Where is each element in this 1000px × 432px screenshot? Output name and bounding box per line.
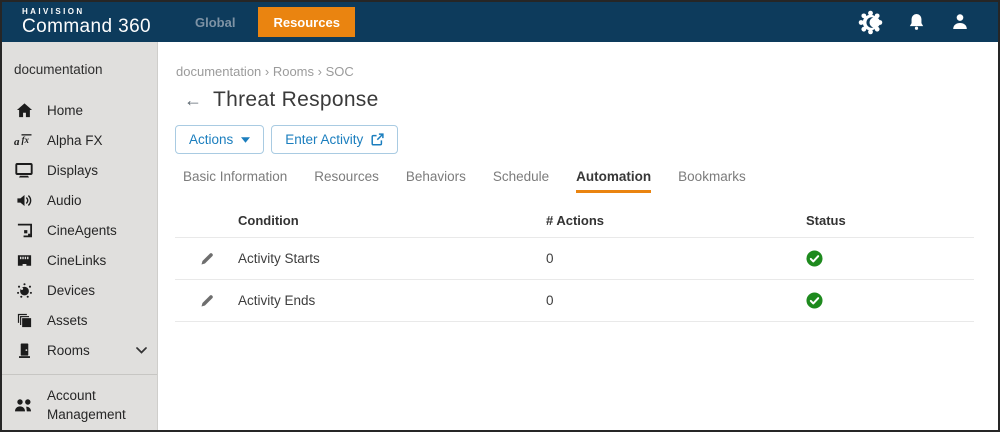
cineagents-window-icon — [14, 222, 34, 239]
tab-automation[interactable]: Automation — [576, 169, 652, 193]
column-header-num-actions: # Actions — [546, 213, 605, 228]
actions-button[interactable]: Actions — [175, 125, 265, 154]
sidebar-item-label: CineAgents — [47, 222, 117, 238]
sidebar-item-label: Displays — [47, 162, 99, 178]
theme-toggle-icon[interactable] — [858, 10, 883, 35]
notifications-bell-icon[interactable] — [907, 12, 926, 32]
sidebar-item-label: Devices — [47, 283, 96, 299]
tab-resources[interactable]: Resources — [314, 169, 379, 184]
tab-schedule[interactable]: Schedule — [492, 169, 550, 184]
sidebar-item-audio[interactable]: Audio — [2, 185, 157, 215]
home-icon — [14, 102, 34, 119]
svg-text:fx: fx — [22, 135, 30, 145]
account-users-icon — [14, 398, 34, 413]
sidebar-item-label: Assets — [47, 313, 88, 329]
breadcrumb[interactable]: documentation › Rooms › SOC — [176, 64, 354, 79]
audio-speaker-icon — [14, 192, 34, 209]
chevron-down-icon[interactable] — [136, 347, 147, 354]
display-monitor-icon — [14, 162, 34, 179]
actions-button-label: Actions — [189, 132, 234, 147]
devices-icon — [14, 282, 34, 299]
automation-table: Condition # Actions Status Activity Star… — [175, 204, 974, 322]
topbar-icons — [858, 10, 998, 35]
caret-down-icon — [241, 136, 251, 143]
cell-condition: Activity Starts — [238, 251, 320, 266]
table-header: Condition # Actions Status — [175, 204, 974, 238]
sidebar-item-devices[interactable]: Devices — [2, 276, 157, 306]
enter-activity-button[interactable]: Enter Activity — [271, 125, 399, 154]
tab-basic-information[interactable]: Basic Information — [183, 169, 288, 184]
sidebar-item-rooms[interactable]: Rooms — [2, 336, 157, 366]
page-title: Threat Response — [213, 88, 379, 111]
external-link-icon — [371, 133, 384, 146]
status-enabled-icon — [806, 250, 974, 267]
cell-num-actions: 0 — [546, 293, 554, 308]
action-buttons: Actions Enter Activity — [175, 125, 974, 154]
brand-logo: HAIVISION Command 360 — [2, 7, 172, 37]
main-content: documentation › Rooms › SOC ← Threat Res… — [158, 42, 998, 430]
sidebar-item-home[interactable]: Home — [2, 95, 157, 125]
back-arrow-icon[interactable]: ← — [184, 90, 202, 110]
sidebar-item-assets[interactable]: Assets — [2, 306, 157, 336]
column-header-condition: Condition — [238, 213, 299, 228]
brand-line1: HAIVISION — [22, 7, 85, 16]
cinelinks-port-icon — [14, 252, 34, 269]
assets-stack-icon — [14, 312, 34, 329]
status-enabled-icon — [806, 292, 974, 309]
sidebar-item-displays[interactable]: Displays — [2, 155, 157, 185]
table-row: Activity Ends 0 — [175, 280, 974, 322]
sidebar-item-label: Alpha FX — [47, 132, 103, 148]
rooms-door-icon — [14, 342, 34, 359]
svg-text:a: a — [14, 136, 20, 148]
edit-pencil-icon[interactable] — [175, 293, 238, 309]
enter-activity-button-label: Enter Activity — [285, 132, 364, 147]
edit-pencil-icon[interactable] — [175, 251, 238, 267]
top-nav: Global Resources — [180, 2, 355, 42]
column-header-status: Status — [806, 213, 846, 228]
cell-num-actions: 0 — [546, 251, 554, 266]
sidebar-item-cinelinks[interactable]: CineLinks — [2, 245, 157, 275]
table-row: Activity Starts 0 — [175, 238, 974, 280]
alpha-fx-icon: a fx — [14, 133, 34, 148]
cell-condition: Activity Ends — [238, 293, 316, 308]
sidebar-item-label: Audio — [47, 192, 82, 208]
nav-resources[interactable]: Resources — [258, 7, 355, 37]
user-profile-icon[interactable] — [950, 12, 970, 32]
sidebar-item-cineagents[interactable]: CineAgents — [2, 215, 157, 245]
nav-global[interactable]: Global — [195, 14, 236, 30]
sidebar-item-label: Account Management — [47, 387, 126, 423]
sidebar-item-account-management[interactable]: Account Management — [2, 381, 157, 430]
tab-behaviors[interactable]: Behaviors — [405, 169, 466, 184]
sidebar-item-label: Home — [47, 102, 84, 118]
sidebar-item-alpha-fx[interactable]: a fx Alpha FX — [2, 125, 157, 155]
tab-bookmarks[interactable]: Bookmarks — [678, 169, 746, 184]
sidebar: documentation Home a fx Alpha FX — [2, 42, 158, 430]
tab-bar: Basic Information Resources Behaviors Sc… — [175, 169, 974, 193]
sidebar-item-label: Rooms — [47, 343, 90, 359]
sidebar-divider — [2, 373, 157, 375]
brand-line2: Command 360 — [22, 16, 152, 37]
topbar: HAIVISION Command 360 Global Resources — [2, 2, 998, 42]
title-row: ← Threat Response — [175, 88, 974, 112]
workspace-label: documentation — [14, 62, 103, 77]
sidebar-item-label: CineLinks — [47, 253, 107, 269]
